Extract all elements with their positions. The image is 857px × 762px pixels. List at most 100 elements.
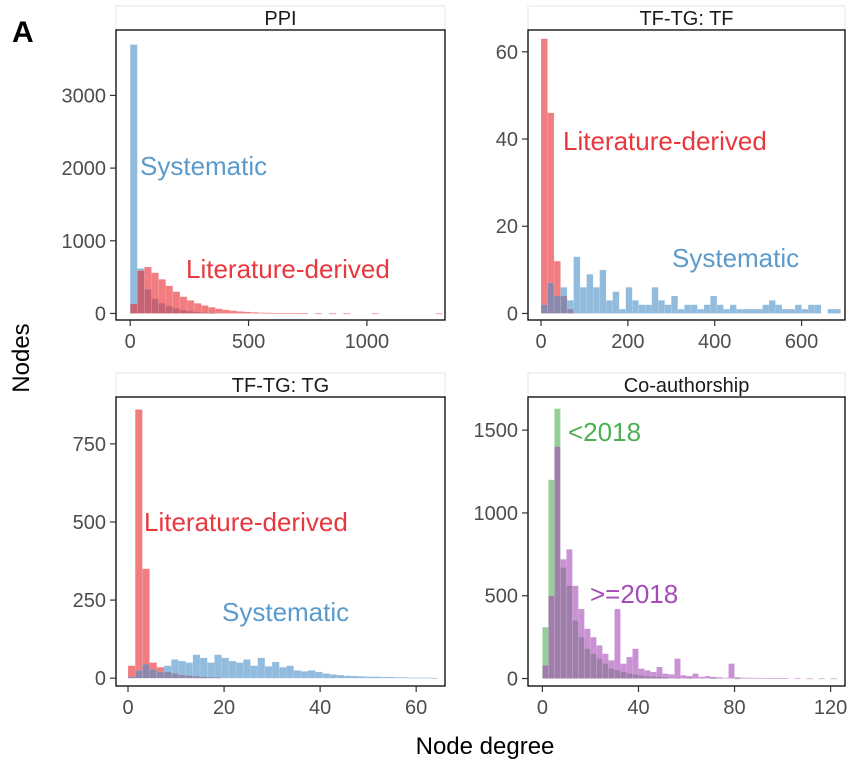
histogram-bar [656,666,663,679]
histogram-bar [199,657,208,679]
histogram-bar [293,313,301,315]
histogram-bar [351,675,359,679]
series-1 [540,256,841,314]
series-1 [127,654,438,679]
histogram-bar [235,662,244,679]
histogram-bar [179,296,188,314]
y-tick-label: 750 [73,434,106,456]
histogram-bar [723,308,731,314]
histogram-bar [229,310,237,314]
y-tick-label: 2000 [62,158,107,180]
histogram-bar [343,313,351,315]
histogram-bar [553,295,561,314]
x-tick-label: 400 [698,331,731,353]
histogram-bar [264,666,273,679]
histogram-bar [315,671,323,679]
histogram-bar [156,671,165,679]
histogram-bar [554,446,561,679]
histogram-bar [749,308,757,314]
histogram-bar [165,285,174,314]
histogram-bar [401,677,410,679]
histogram-bar [300,671,309,679]
histogram-bar [814,304,822,314]
histogram-bar [664,304,672,314]
y-tick-label: 0 [507,669,518,691]
histogram-bar [710,295,718,314]
y-tick-label: 1000 [474,503,519,525]
y-tick-label: 250 [73,590,106,612]
histogram-bar [632,300,639,314]
histogram-bar [343,675,352,679]
histogram-bar [548,595,555,679]
series-0 [540,38,574,314]
x-tick-label: 80 [723,697,745,719]
series-1 [130,266,443,315]
x-axis-title: Node degree [416,733,555,760]
histogram-bar [722,677,729,679]
series-annotation: Systematic [672,243,799,273]
histogram-bar [540,304,548,314]
histogram-bar [651,287,659,314]
histogram-bar [185,662,194,679]
x-tick-label: 0 [122,697,133,719]
histogram-bar [807,304,815,314]
histogram-bar [135,409,143,679]
y-tick-label: 500 [485,586,518,608]
histogram-bar [782,678,789,680]
histogram-bar [578,608,585,679]
histogram-bar [590,636,597,679]
histogram-bar [415,677,424,679]
histogram-bar [703,304,711,314]
histogram-bar [201,305,209,314]
histogram-bar [671,295,679,314]
histogram-bar [566,549,573,679]
histogram-bar [243,659,251,679]
histogram-bar [605,300,613,314]
y-tick-label: 20 [496,216,518,238]
histogram-bar [755,308,763,314]
histogram-bar [394,677,402,679]
histogram-bar [746,677,753,679]
histogram-bar [806,678,813,680]
x-tick-label: 1000 [345,331,390,353]
histogram-bar [300,313,308,315]
histogram-bar [163,665,172,679]
histogram-bar [264,312,273,314]
histogram-bar [257,312,266,314]
histogram-bar [794,304,802,314]
histogram-bar [279,312,287,315]
y-tick-label: 0 [95,668,106,690]
panel-title: Co-authorship [624,375,750,397]
y-tick-label: 40 [496,129,518,151]
strip-background [115,5,446,31]
histogram-bar [542,665,549,679]
histogram-bar [592,287,600,314]
histogram-bar [142,663,150,679]
histogram-bar [827,308,835,314]
y-tick-label: 0 [507,303,518,325]
histogram-bar [272,312,280,314]
histogram-bar [644,670,651,679]
histogram-bar [178,660,186,679]
histogram-bar [379,676,388,679]
histogram-bar [208,307,216,314]
histogram-bar [172,291,181,314]
histogram-bar [228,660,237,679]
histogram-bar [638,668,645,679]
histogram-bar [271,661,280,679]
histogram-bar [729,304,737,314]
histogram-bar [728,663,735,679]
histogram-bar [149,669,158,679]
histogram-bar [329,674,338,679]
x-tick-label: 500 [232,331,265,353]
histogram-bar [608,660,615,679]
histogram-bar [579,287,587,314]
histogram-bar [768,300,776,314]
histogram-bar [387,676,395,679]
series-annotation: Systematic [222,597,349,627]
histogram-bar [690,304,698,314]
histogram-bar [618,308,626,314]
histogram-bar [151,272,159,314]
histogram-bar [214,654,222,679]
